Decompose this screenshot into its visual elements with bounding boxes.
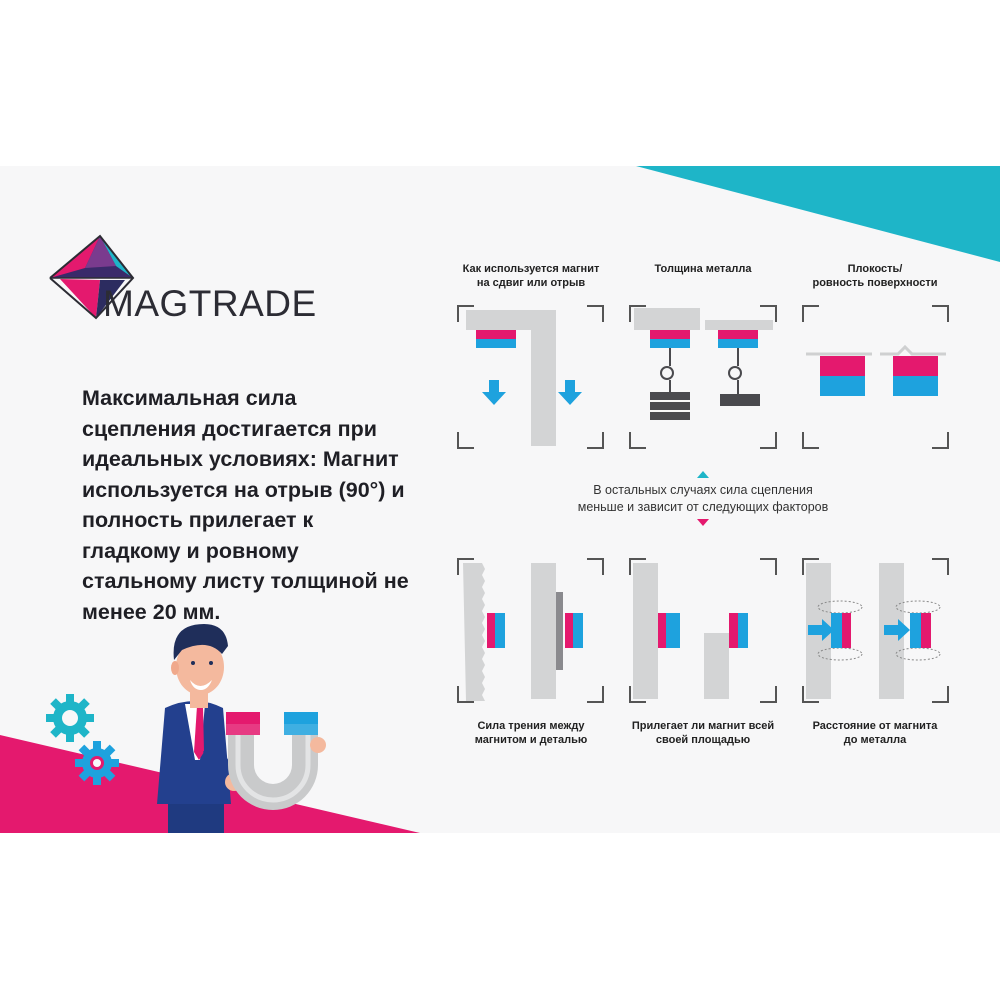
headline-text: Максимальная сила сцепления достигается …: [82, 386, 409, 624]
panel-metal-thickness: [629, 305, 777, 449]
caption-surface-flatness: Плокость/ ровность поверхности: [812, 263, 938, 289]
magtrade-logo-icon: [49, 234, 135, 320]
businessman-illustration: [157, 624, 243, 833]
triangle-down-icon: [697, 519, 709, 526]
panel-shear-or-pull: [457, 305, 604, 449]
arrow-right-icon: [808, 619, 834, 641]
caption-friction: Сила трения между магнитом и деталью: [474, 720, 588, 746]
panel-friction: [457, 558, 604, 703]
caption-distance: Расстояние от магнита до металла: [812, 720, 938, 746]
teal-corner-shape: [636, 166, 1000, 262]
caption-metal-thickness: Толщина металла: [654, 263, 752, 275]
arrow-down-icon: [558, 380, 582, 405]
horseshoe-magnet-icon: [226, 712, 326, 810]
gear-icon: [46, 694, 94, 742]
arrow-right-icon: [884, 619, 910, 641]
triangle-up-icon: [697, 471, 709, 478]
panel-distance: [802, 558, 949, 703]
arrow-down-icon: [482, 380, 506, 405]
middle-note: В остальных случаях сила сцепления меньш…: [577, 483, 829, 514]
panel-surface-flatness: [802, 305, 949, 449]
brand-name: MAGTRADE: [103, 283, 317, 324]
gear-icon: [75, 741, 119, 785]
caption-full-contact: Прилегает ли магнит всей своей площадью: [631, 720, 775, 746]
caption-shear-or-pull: Как используется магнит на сдвиг или отр…: [462, 263, 600, 289]
panel-full-contact: [629, 558, 777, 703]
